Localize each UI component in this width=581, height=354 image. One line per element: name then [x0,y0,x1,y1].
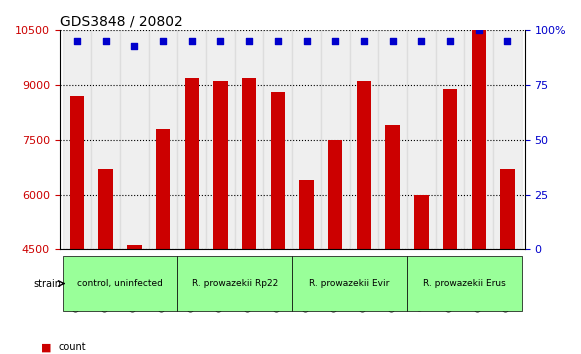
Bar [321,30,350,249]
Bar [185,78,199,354]
Bar [357,81,371,354]
Point [159,38,168,44]
Bar [350,30,378,249]
Bar [235,30,264,249]
Point [388,38,397,44]
Point [302,38,311,44]
Bar [120,30,149,249]
Text: R. prowazekii Rp22: R. prowazekii Rp22 [192,279,278,288]
Bar [443,88,457,354]
Bar [149,30,177,249]
Bar [98,169,113,354]
Point [331,38,340,44]
Bar [407,30,436,249]
Point [273,38,282,44]
Point [245,38,254,44]
Bar [385,125,400,354]
FancyBboxPatch shape [407,256,522,311]
Text: R. prowazekii Erus: R. prowazekii Erus [423,279,505,288]
Bar [414,194,429,354]
Bar [378,30,407,249]
Point [503,38,512,44]
Text: GDS3848 / 20802: GDS3848 / 20802 [60,15,182,29]
Bar [464,30,493,249]
Text: R. prowazekii Evir: R. prowazekii Evir [310,279,390,288]
Bar [472,30,486,354]
Text: count: count [58,342,86,353]
Bar [292,30,321,249]
Bar [63,30,91,249]
Text: ■: ■ [41,342,51,353]
Bar [242,78,256,354]
Point [446,38,455,44]
Point [359,38,368,44]
FancyBboxPatch shape [292,256,407,311]
Point [101,38,110,44]
Bar [91,30,120,249]
Bar [493,30,522,249]
Text: control, uninfected: control, uninfected [77,279,163,288]
Point [474,27,483,33]
Bar [500,169,515,354]
Bar [264,30,292,249]
Bar [177,30,206,249]
Point [187,38,196,44]
Point [216,38,225,44]
Text: strain: strain [33,279,61,289]
Point [130,43,139,48]
Bar [328,140,342,354]
FancyBboxPatch shape [63,256,177,311]
Bar [213,81,228,354]
Bar [436,30,464,249]
FancyBboxPatch shape [177,256,292,311]
Bar [206,30,235,249]
Bar [299,180,314,354]
Point [72,38,81,44]
Bar [271,92,285,354]
Bar [156,129,170,354]
Point [417,38,426,44]
Bar [70,96,84,354]
Bar [127,245,142,354]
